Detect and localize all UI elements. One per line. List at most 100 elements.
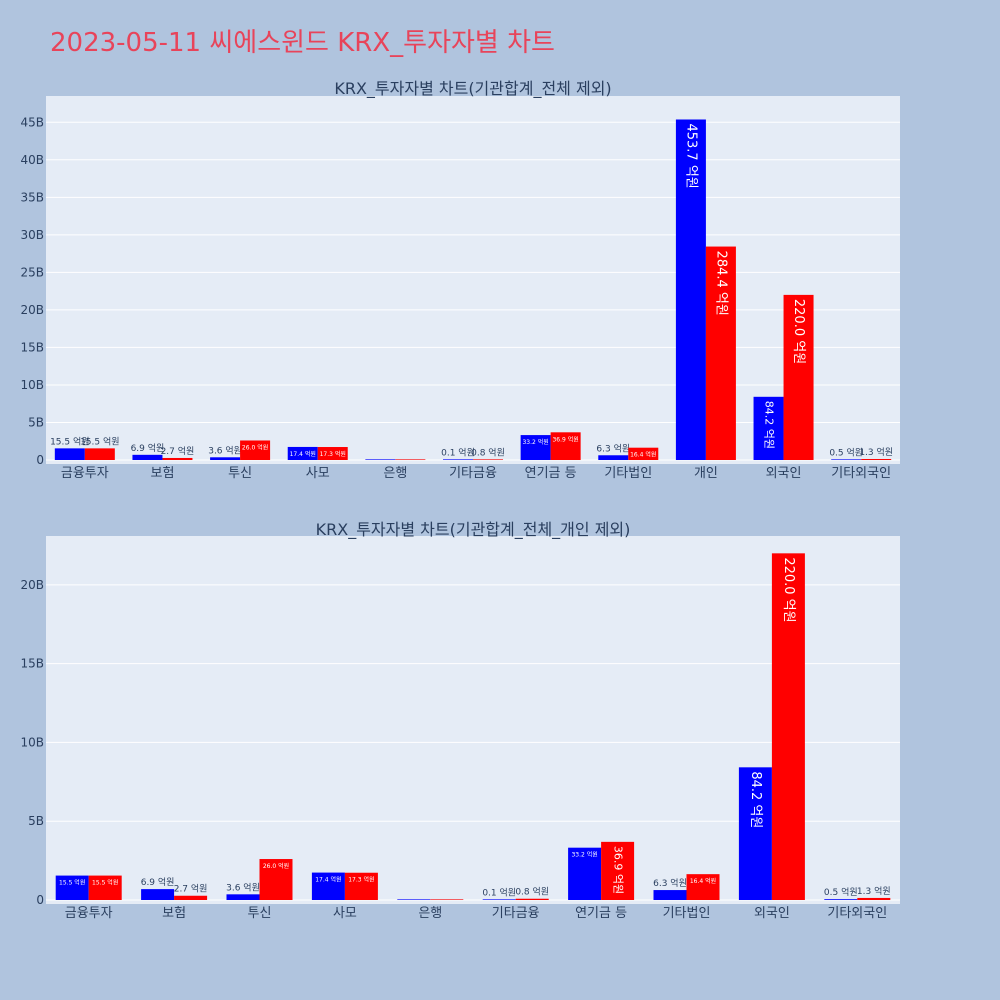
data-label: 6.9 억원 (131, 442, 165, 454)
category-label: 기타외국인 (831, 466, 891, 481)
category-label: 연기금 등 (575, 906, 627, 921)
category-label: 연기금 등 (525, 466, 577, 481)
chart-2: 0 5B 10B 15B 20B KRX_투자자별 차트(기관합계_전체_개인 제외) 금융… (20, 520, 900, 921)
bar (653, 890, 687, 900)
chart-1: 0 5B 10B 15B 20B 25B 30B 35B 40B 45B KRX_투자자별 차트(기… (20, 79, 900, 481)
bar (686, 874, 720, 900)
data-label: 2.7 억원 (161, 445, 195, 457)
data-label: 1.3 억원 (859, 446, 893, 458)
category-label: 은행 (383, 465, 407, 481)
bar (783, 294, 814, 460)
category-label: 기타법인 (663, 906, 711, 921)
data-label: 17.3 억원 (348, 876, 374, 884)
bar (675, 119, 706, 460)
y-tick-label: 5B (28, 814, 44, 828)
category-label: 금융투자 (61, 466, 109, 481)
category-label: 은행 (418, 905, 442, 921)
bar (365, 459, 396, 460)
bar (141, 889, 175, 900)
data-label: 17.4 억원 (315, 876, 341, 884)
data-label: 3.6 억원 (208, 444, 242, 456)
data-label: 36.9 억원 (552, 435, 578, 443)
data-label: 0.5 억원 (829, 446, 863, 458)
bar (210, 457, 241, 460)
data-label: 15.5 억원 (50, 435, 89, 447)
bar (857, 897, 891, 900)
y-tick-label: 30B (20, 228, 44, 242)
y-tick-label: 20B (20, 578, 44, 592)
bar (520, 435, 551, 460)
bar (771, 553, 805, 900)
bar (240, 440, 271, 460)
bar (259, 859, 293, 900)
bar (515, 898, 549, 900)
y-tick-label: 35B (20, 190, 44, 204)
y-tick-label: 15B (20, 340, 44, 354)
y-tick-label: 10B (20, 735, 44, 749)
category-label: 금융투자 (65, 906, 113, 921)
bar (473, 459, 503, 460)
data-label: 0.8 억원 (471, 446, 505, 458)
bar (317, 447, 348, 460)
data-label: 17.4 억원 (290, 450, 316, 458)
data-label: 16.4 억원 (630, 451, 656, 459)
data-label: 6.3 억원 (653, 877, 687, 889)
data-label: 220.0 억원 (791, 299, 806, 364)
data-label: 0.8 억원 (515, 886, 549, 898)
bar (824, 899, 858, 900)
y-tick-label: 10B (20, 378, 44, 392)
category-label: 기타금융 (492, 906, 540, 921)
chart-title: KRX_투자자별 차트(기관합계_전체_개인 제외) (316, 520, 631, 540)
category-label: 기타법인 (604, 466, 652, 481)
category-label: 보험 (162, 906, 186, 921)
y-tick-label: 0 (36, 453, 44, 467)
data-label: 17.3 억원 (320, 450, 346, 458)
data-label: 15.5 억원 (59, 879, 85, 887)
category-label: 보험 (150, 466, 174, 481)
data-label: 26.0 억원 (242, 443, 268, 451)
y-tick-label: 40B (20, 153, 44, 167)
bar (54, 448, 85, 460)
bar (132, 454, 163, 460)
category-label: 투신 (228, 466, 252, 481)
bar (344, 872, 378, 900)
bar (550, 432, 581, 460)
page-title: 2023-05-11 씨에스윈드 KRX_투자자별 차트 (50, 28, 555, 58)
bar (738, 767, 772, 900)
y-tick-label: 15B (20, 657, 44, 671)
data-label: 0.1 억원 (482, 886, 516, 898)
bar (443, 459, 473, 460)
data-label: 1.3 억원 (857, 885, 891, 897)
category-label: 외국인 (754, 906, 790, 921)
category-label: 투신 (248, 906, 272, 921)
y-tick-label: 45B (20, 115, 44, 129)
category-label: 사모 (333, 906, 357, 921)
data-label: 15.5 억원 (92, 879, 118, 887)
bar (311, 872, 345, 900)
data-label: 220.0 억원 (781, 557, 796, 622)
data-label: 6.3 억원 (596, 442, 630, 454)
data-label: 36.9 억원 (612, 846, 625, 894)
data-label: 16.4 억원 (690, 877, 716, 885)
bar (861, 459, 892, 460)
bar (831, 459, 862, 460)
bar (226, 894, 260, 900)
bar (568, 847, 602, 900)
data-label: 84.2 억원 (748, 771, 763, 828)
data-label: 26.0 억원 (263, 862, 289, 870)
bar (55, 875, 89, 900)
category-label: 사모 (306, 466, 330, 481)
data-label: 3.6 억원 (226, 881, 260, 893)
data-label: 0.1 억원 (441, 446, 475, 458)
bar (397, 899, 431, 900)
bar (395, 459, 426, 460)
data-label: 2.7 억원 (174, 883, 208, 895)
data-label: 84.2 억원 (763, 401, 776, 449)
category-label: 기타금융 (449, 466, 497, 481)
data-label: 453.7 억원 (683, 123, 698, 188)
bar (705, 246, 736, 460)
bar (287, 446, 318, 460)
data-label: 33.2 억원 (571, 851, 597, 859)
y-tick-label: 25B (20, 265, 44, 279)
